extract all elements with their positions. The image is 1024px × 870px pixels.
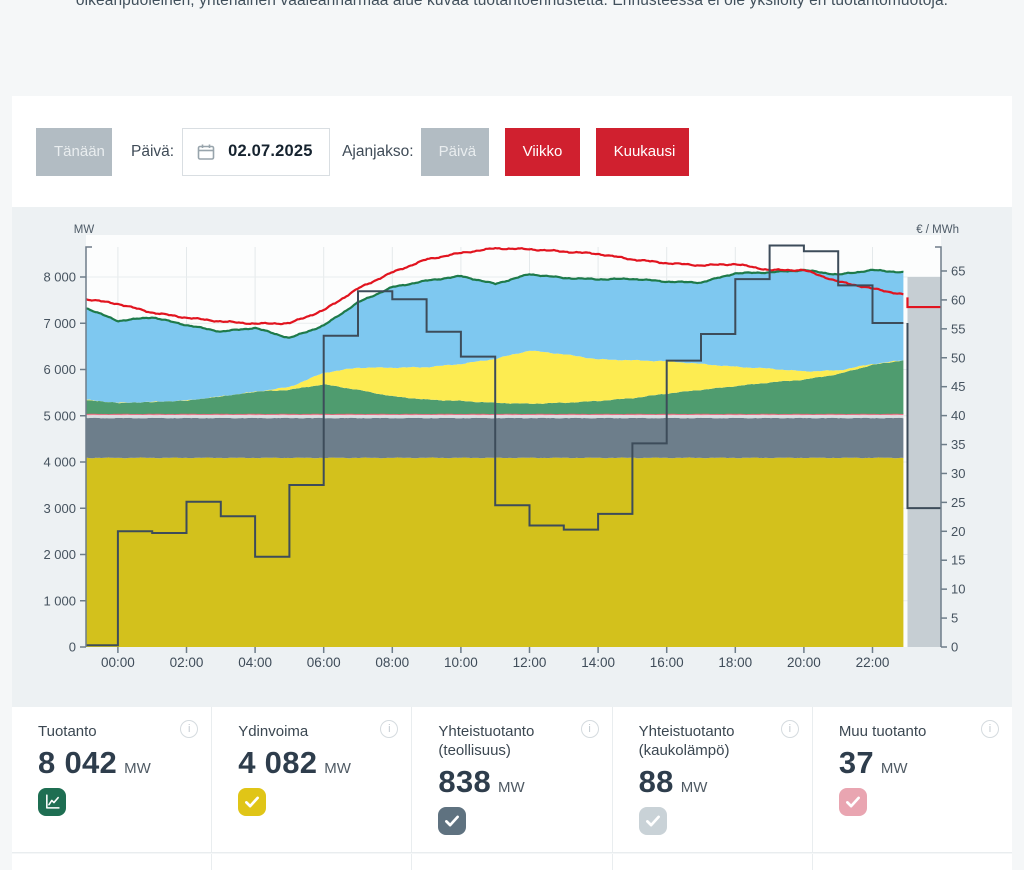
card-unit: MW (324, 759, 351, 777)
card-value: 88 (638, 763, 674, 799)
calendar-icon (196, 142, 216, 162)
info-icon[interactable] (180, 720, 199, 738)
card-value: 838 (438, 763, 492, 799)
card-unit: MW (880, 759, 908, 777)
chart-canvas[interactable]: 0 1 000 2 000 3 000 4 000 5 000 6 000 7 000 8 00… (12, 207, 1012, 707)
info-icon[interactable] (981, 720, 1000, 738)
date-input[interactable]: 02.07.2025 (182, 127, 331, 176)
date-label: Päivä: (131, 142, 175, 160)
svg-text:08:00: 08:00 (375, 655, 409, 670)
period-label: Ajanjakso: (342, 142, 414, 160)
svg-text:8 000: 8 000 (43, 270, 76, 285)
svg-text:50: 50 (951, 350, 965, 365)
summary-cards: Tuotanto 8 042 MW Ydinvoima 4 082 MW Yhtei… (12, 707, 1012, 853)
svg-text:00:00: 00:00 (101, 655, 135, 670)
svg-text:20: 20 (951, 524, 965, 539)
svg-text:55: 55 (951, 321, 965, 336)
date-value: 02.07.2025 (228, 142, 313, 160)
info-icon[interactable] (780, 720, 799, 738)
card-muu-tuotanto: Muu tuotanto 37 MW (811, 707, 1012, 852)
svg-text:0: 0 (69, 640, 76, 655)
svg-text:2 000: 2 000 (43, 547, 76, 562)
svg-text:MW: MW (74, 224, 95, 236)
card-value: 8 042 (38, 744, 118, 780)
svg-text:10: 10 (951, 582, 965, 597)
svg-text:12:00: 12:00 (513, 655, 547, 670)
info-icon[interactable] (380, 720, 399, 738)
svg-text:14:00: 14:00 (581, 655, 615, 670)
svg-text:0: 0 (951, 640, 958, 655)
card-unit: MW (498, 778, 525, 796)
svg-text:45: 45 (951, 379, 965, 394)
svg-text:40: 40 (951, 408, 965, 423)
svg-text:15: 15 (951, 553, 965, 568)
card-yhteistuotanto-teollisuus: Yhteistuotanto (teollisuus) 838 MW (411, 707, 611, 852)
svg-text:22:00: 22:00 (856, 655, 890, 670)
controls-bar: Tänään Päivä: 02.07.2025 Ajanjakso: Päiv… (12, 96, 1012, 207)
svg-text:06:00: 06:00 (307, 655, 341, 670)
card-title: Ydinvoima (238, 723, 309, 740)
period-day-button[interactable]: Päivä (420, 127, 489, 176)
svg-text:1 000: 1 000 (43, 593, 76, 608)
card-value: 37 (838, 744, 874, 780)
svg-text:30: 30 (951, 466, 965, 481)
info-icon[interactable] (580, 720, 599, 738)
svg-text:65: 65 (951, 263, 965, 278)
svg-text:3 000: 3 000 (43, 501, 76, 516)
production-price-chart[interactable]: 0 1 000 2 000 3 000 4 000 5 000 6 000 7 000 8 00… (12, 207, 1012, 707)
card-value: 4 082 (238, 744, 318, 780)
check-icon (438, 806, 467, 835)
svg-text:35: 35 (951, 437, 965, 452)
card-ydinvoima: Ydinvoima 4 082 MW (211, 707, 411, 852)
next-cards-row (12, 854, 1012, 870)
check-icon (638, 806, 667, 835)
intro-text: oikeanpuoleinen, yhtenäinen vaaleanharma… (75, 0, 949, 9)
svg-text:5: 5 (951, 611, 958, 626)
card-title: Yhteistuotanto (kaukolämpö) (638, 723, 735, 759)
svg-text:7 000: 7 000 (43, 316, 76, 331)
card-title: Tuotanto (38, 723, 97, 740)
card-unit: MW (680, 778, 708, 796)
svg-text:€ / MWh: € / MWh (916, 224, 959, 236)
period-week-button[interactable]: Viikko (504, 127, 580, 176)
card-yhteistuotanto-kaukolampo: Yhteistuotanto (kaukolämpö) 88 MW (611, 707, 812, 852)
svg-text:6 000: 6 000 (43, 362, 76, 377)
card-unit: MW (124, 759, 151, 777)
line-chart-icon (38, 787, 66, 816)
svg-text:02:00: 02:00 (170, 655, 204, 670)
svg-text:20:00: 20:00 (787, 655, 821, 670)
svg-text:60: 60 (951, 292, 965, 307)
card-title: Yhteistuotanto (teollisuus) (438, 723, 535, 759)
today-button[interactable]: Tänään (36, 127, 112, 176)
card-title: Muu tuotanto (838, 723, 927, 740)
svg-text:10:00: 10:00 (444, 655, 478, 670)
svg-text:16:00: 16:00 (650, 655, 684, 670)
svg-text:4 000: 4 000 (43, 455, 76, 470)
check-icon (838, 787, 867, 816)
svg-text:18:00: 18:00 (718, 655, 752, 670)
svg-text:04:00: 04:00 (238, 655, 272, 670)
period-month-button[interactable]: Kuukausi (595, 127, 689, 176)
card-tuotanto: Tuotanto 8 042 MW (12, 707, 211, 852)
svg-text:5 000: 5 000 (43, 408, 76, 423)
check-icon (238, 787, 267, 816)
svg-text:25: 25 (951, 495, 965, 510)
